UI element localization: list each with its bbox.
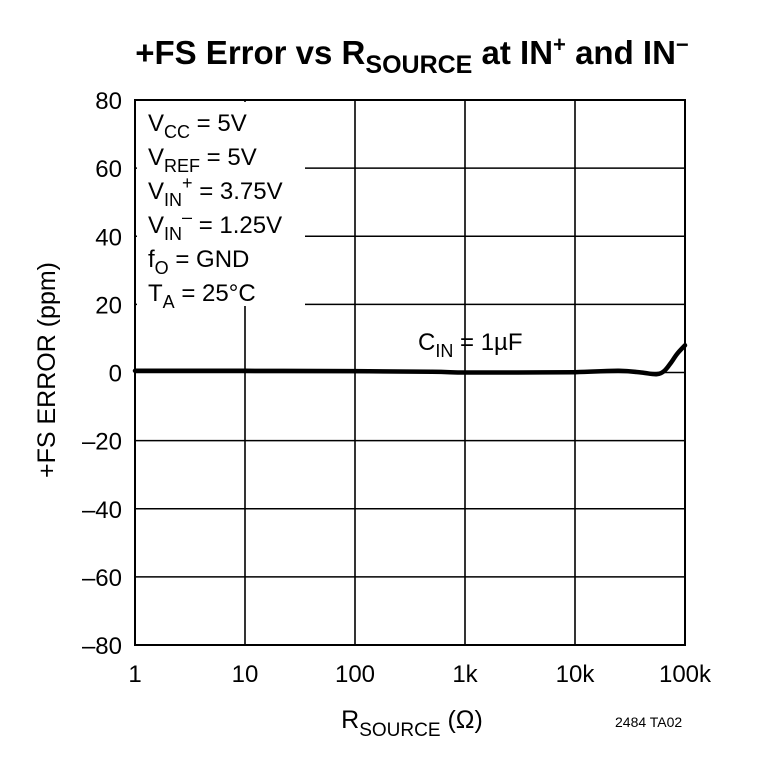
plot-frame bbox=[134, 99, 686, 646]
y-tick-label: 0 bbox=[109, 361, 122, 388]
condition-sub: A bbox=[163, 292, 175, 312]
condition-main: V bbox=[148, 178, 164, 205]
x-tick-labels: 1 10 100 1k 10k 100k bbox=[128, 661, 712, 688]
condition-line: TA = 25°C bbox=[148, 280, 256, 312]
x-tick-label: 100k bbox=[659, 661, 712, 688]
condition-main: f bbox=[148, 246, 155, 273]
title-sup1: + bbox=[553, 32, 566, 57]
x-tick-label: 100 bbox=[335, 661, 375, 688]
title-sup2: − bbox=[676, 32, 689, 57]
condition-sub: CC bbox=[164, 122, 190, 142]
condition-line: VIN– = 1.25V bbox=[148, 207, 282, 244]
condition-rest: = 5V bbox=[190, 110, 247, 137]
x-tick-label: 10k bbox=[556, 661, 596, 688]
conditions-background bbox=[137, 102, 305, 306]
condition-sub: IN bbox=[164, 190, 182, 210]
y-tick-label: –60 bbox=[82, 565, 122, 592]
condition-line: VREF = 5V bbox=[148, 144, 257, 176]
y-tick-labels: 80 60 40 20 0 –20 –40 –60 –80 bbox=[82, 88, 122, 660]
condition-rest: = 3.75V bbox=[193, 178, 283, 205]
condition-main: V bbox=[148, 212, 164, 239]
x-tick-label: 1k bbox=[452, 661, 478, 688]
condition-sub: O bbox=[155, 258, 169, 278]
y-axis-label: +FS ERROR (ppm) bbox=[33, 262, 61, 478]
y-tick-label: 20 bbox=[95, 292, 122, 319]
condition-main: T bbox=[148, 280, 163, 307]
condition-main: V bbox=[148, 144, 164, 171]
y-tick-label: 60 bbox=[95, 156, 122, 183]
y-tick-label: 40 bbox=[95, 224, 122, 251]
condition-rest: = 25°C bbox=[175, 280, 256, 307]
x-axis-label: RSOURCE (Ω) bbox=[341, 706, 483, 741]
figure-id: 2484 TA02 bbox=[615, 714, 682, 730]
x-tick-label: 1 bbox=[128, 661, 141, 688]
condition-sub: IN bbox=[164, 224, 182, 244]
condition-main: V bbox=[148, 110, 164, 137]
condition-line: fO = GND bbox=[148, 246, 249, 278]
x-axis-label-sub: SOURCE bbox=[359, 720, 440, 741]
y-tick-label: –40 bbox=[82, 497, 122, 524]
title-mid: at IN bbox=[472, 34, 553, 71]
x-tick-label: 10 bbox=[232, 661, 259, 688]
series-line-cin-1uf bbox=[132, 343, 688, 377]
y-tick-label: –20 bbox=[82, 429, 122, 456]
condition-rest: = 5V bbox=[200, 144, 257, 171]
condition-sup: – bbox=[182, 207, 192, 227]
y-tick-label: 80 bbox=[95, 88, 122, 115]
x-axis-label-main: R bbox=[341, 706, 359, 734]
title-and: and IN bbox=[566, 34, 676, 71]
chart-title: +FS Error vs RSOURCE at IN+ and IN− bbox=[135, 32, 689, 79]
condition-line: VCC = 5V bbox=[148, 110, 247, 142]
title-subscript: SOURCE bbox=[365, 51, 472, 79]
condition-sub: REF bbox=[164, 156, 200, 176]
condition-rest: = 1.25V bbox=[192, 212, 282, 239]
curve-label-sub: IN bbox=[435, 341, 453, 361]
condition-sup: + bbox=[182, 173, 193, 193]
curve-label-main: C bbox=[418, 329, 435, 356]
condition-rest: = GND bbox=[169, 246, 250, 273]
y-tick-label: –80 bbox=[82, 633, 122, 660]
curve-label: CIN = 1µF bbox=[418, 329, 523, 361]
x-axis-label-unit: (Ω) bbox=[441, 706, 483, 734]
condition-line: VIN+ = 3.75V bbox=[148, 173, 283, 210]
title-prefix: +FS Error vs R bbox=[135, 34, 365, 71]
curve-label-rest: = 1µF bbox=[453, 329, 522, 356]
